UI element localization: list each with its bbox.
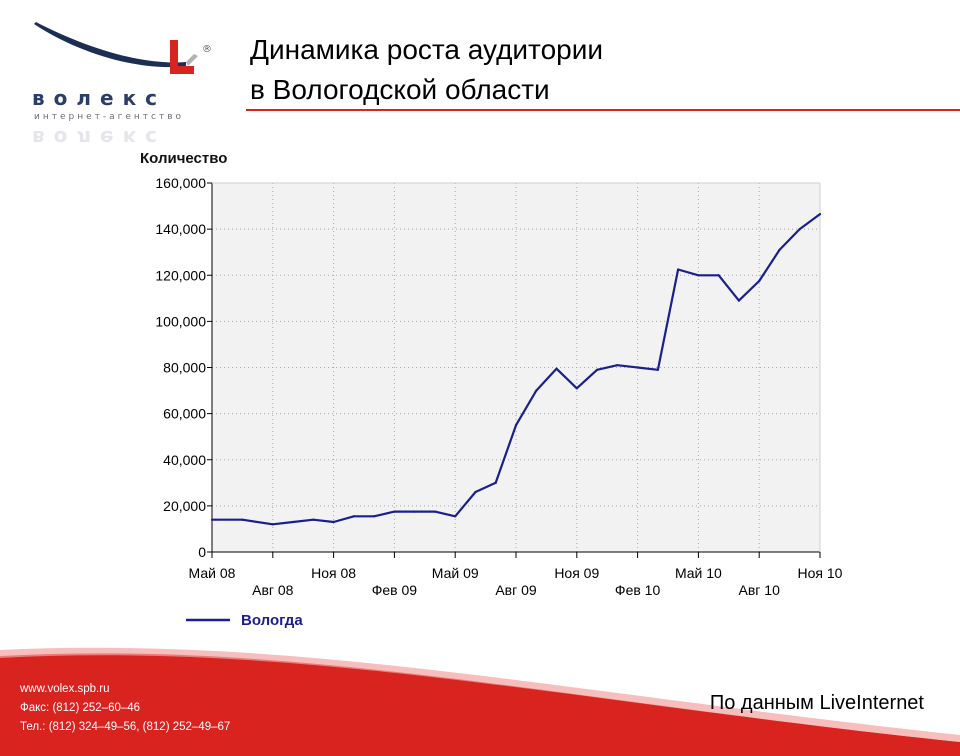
title-line-2: в Вологодской области: [250, 74, 550, 105]
data-point: [312, 518, 315, 521]
data-point: [818, 213, 822, 216]
data-point: [210, 518, 214, 521]
x-tick-label: Ноя 08: [311, 565, 356, 581]
x-tick-label: Авг 08: [252, 582, 294, 598]
data-point: [656, 368, 659, 371]
logo-swoosh-icon: ®: [34, 22, 212, 74]
title-line-1: Динамика роста аудитории: [250, 34, 603, 65]
x-tick-label: Фев 10: [615, 582, 661, 598]
logo-brand: волекс: [32, 86, 167, 110]
phone-number: Тел.: (812) 324–49–56, (812) 252–49–67: [20, 721, 231, 733]
data-point: [778, 248, 781, 251]
data-point: [616, 364, 619, 367]
data-point: [241, 518, 244, 521]
data-point: [352, 515, 355, 518]
data-point: [393, 510, 396, 513]
data-point: [291, 520, 295, 524]
data-point: [798, 228, 801, 231]
data-point: [494, 481, 497, 484]
y-tick-label: 80,000: [163, 360, 206, 376]
data-point: [575, 387, 578, 390]
x-tick-label: Авг 10: [739, 582, 781, 598]
data-point: [514, 424, 518, 427]
y-tick-label: 20,000: [163, 498, 206, 514]
x-tick-label: Ноя 09: [554, 565, 599, 581]
y-tick-label: 160,000: [155, 175, 206, 191]
company-logo: ® волекс интернет-агентство волекс: [18, 14, 218, 150]
data-point: [413, 510, 416, 513]
y-tick-label: 140,000: [155, 221, 206, 237]
logo-subtitle: интернет-агентство: [34, 112, 185, 122]
x-tick-label: Ноя 10: [798, 565, 843, 581]
series-line-0: [212, 213, 821, 526]
data-point: [555, 367, 558, 370]
x-tick-label: Май 08: [189, 565, 236, 581]
data-point: [717, 274, 720, 277]
data-point: [433, 510, 437, 513]
data-point: [758, 279, 761, 283]
audience-line-chart: 0 20,000 40,000 60,000 80,000 100,000 120,000 1…: [140, 150, 843, 629]
legend-label: Вологда: [241, 612, 303, 629]
contact-block: www.volex.spb.ru Факс: (812) 252–60–46 Т…: [20, 680, 230, 737]
data-point: [373, 515, 376, 518]
logo-registered: ®: [202, 44, 212, 55]
title-divider: [246, 109, 960, 111]
x-tick-label: Май 09: [432, 565, 479, 581]
data-point: [636, 366, 639, 369]
y-tick-label: 120,000: [155, 267, 206, 283]
page-title: Динамика роста аудитории в Вологодской о…: [250, 30, 603, 110]
data-point: [677, 268, 680, 271]
data-point: [271, 523, 274, 526]
data-point: [474, 490, 477, 494]
data-point: [454, 515, 457, 518]
y-tick-label: 40,000: [163, 452, 206, 468]
x-tick-label: Май 10: [675, 565, 722, 581]
data-point: [737, 299, 741, 302]
x-tick-label: Авг 09: [495, 582, 537, 598]
y-tick-label: 60,000: [163, 406, 206, 422]
data-point: [595, 368, 599, 371]
data-point: [535, 389, 538, 392]
data-source-note: По данным LiveInternet: [709, 692, 924, 714]
y-axis-title: Количество: [140, 150, 227, 167]
data-point: [332, 520, 335, 524]
y-tick-label: 100,000: [155, 313, 206, 329]
data-point: [697, 274, 700, 277]
x-tick-label: Фев 09: [372, 582, 418, 598]
fax-number: Факс: (812) 252–60–46: [20, 702, 141, 714]
y-tick-label: 0: [198, 544, 206, 560]
website-link[interactable]: www.volex.spb.ru: [20, 683, 110, 695]
